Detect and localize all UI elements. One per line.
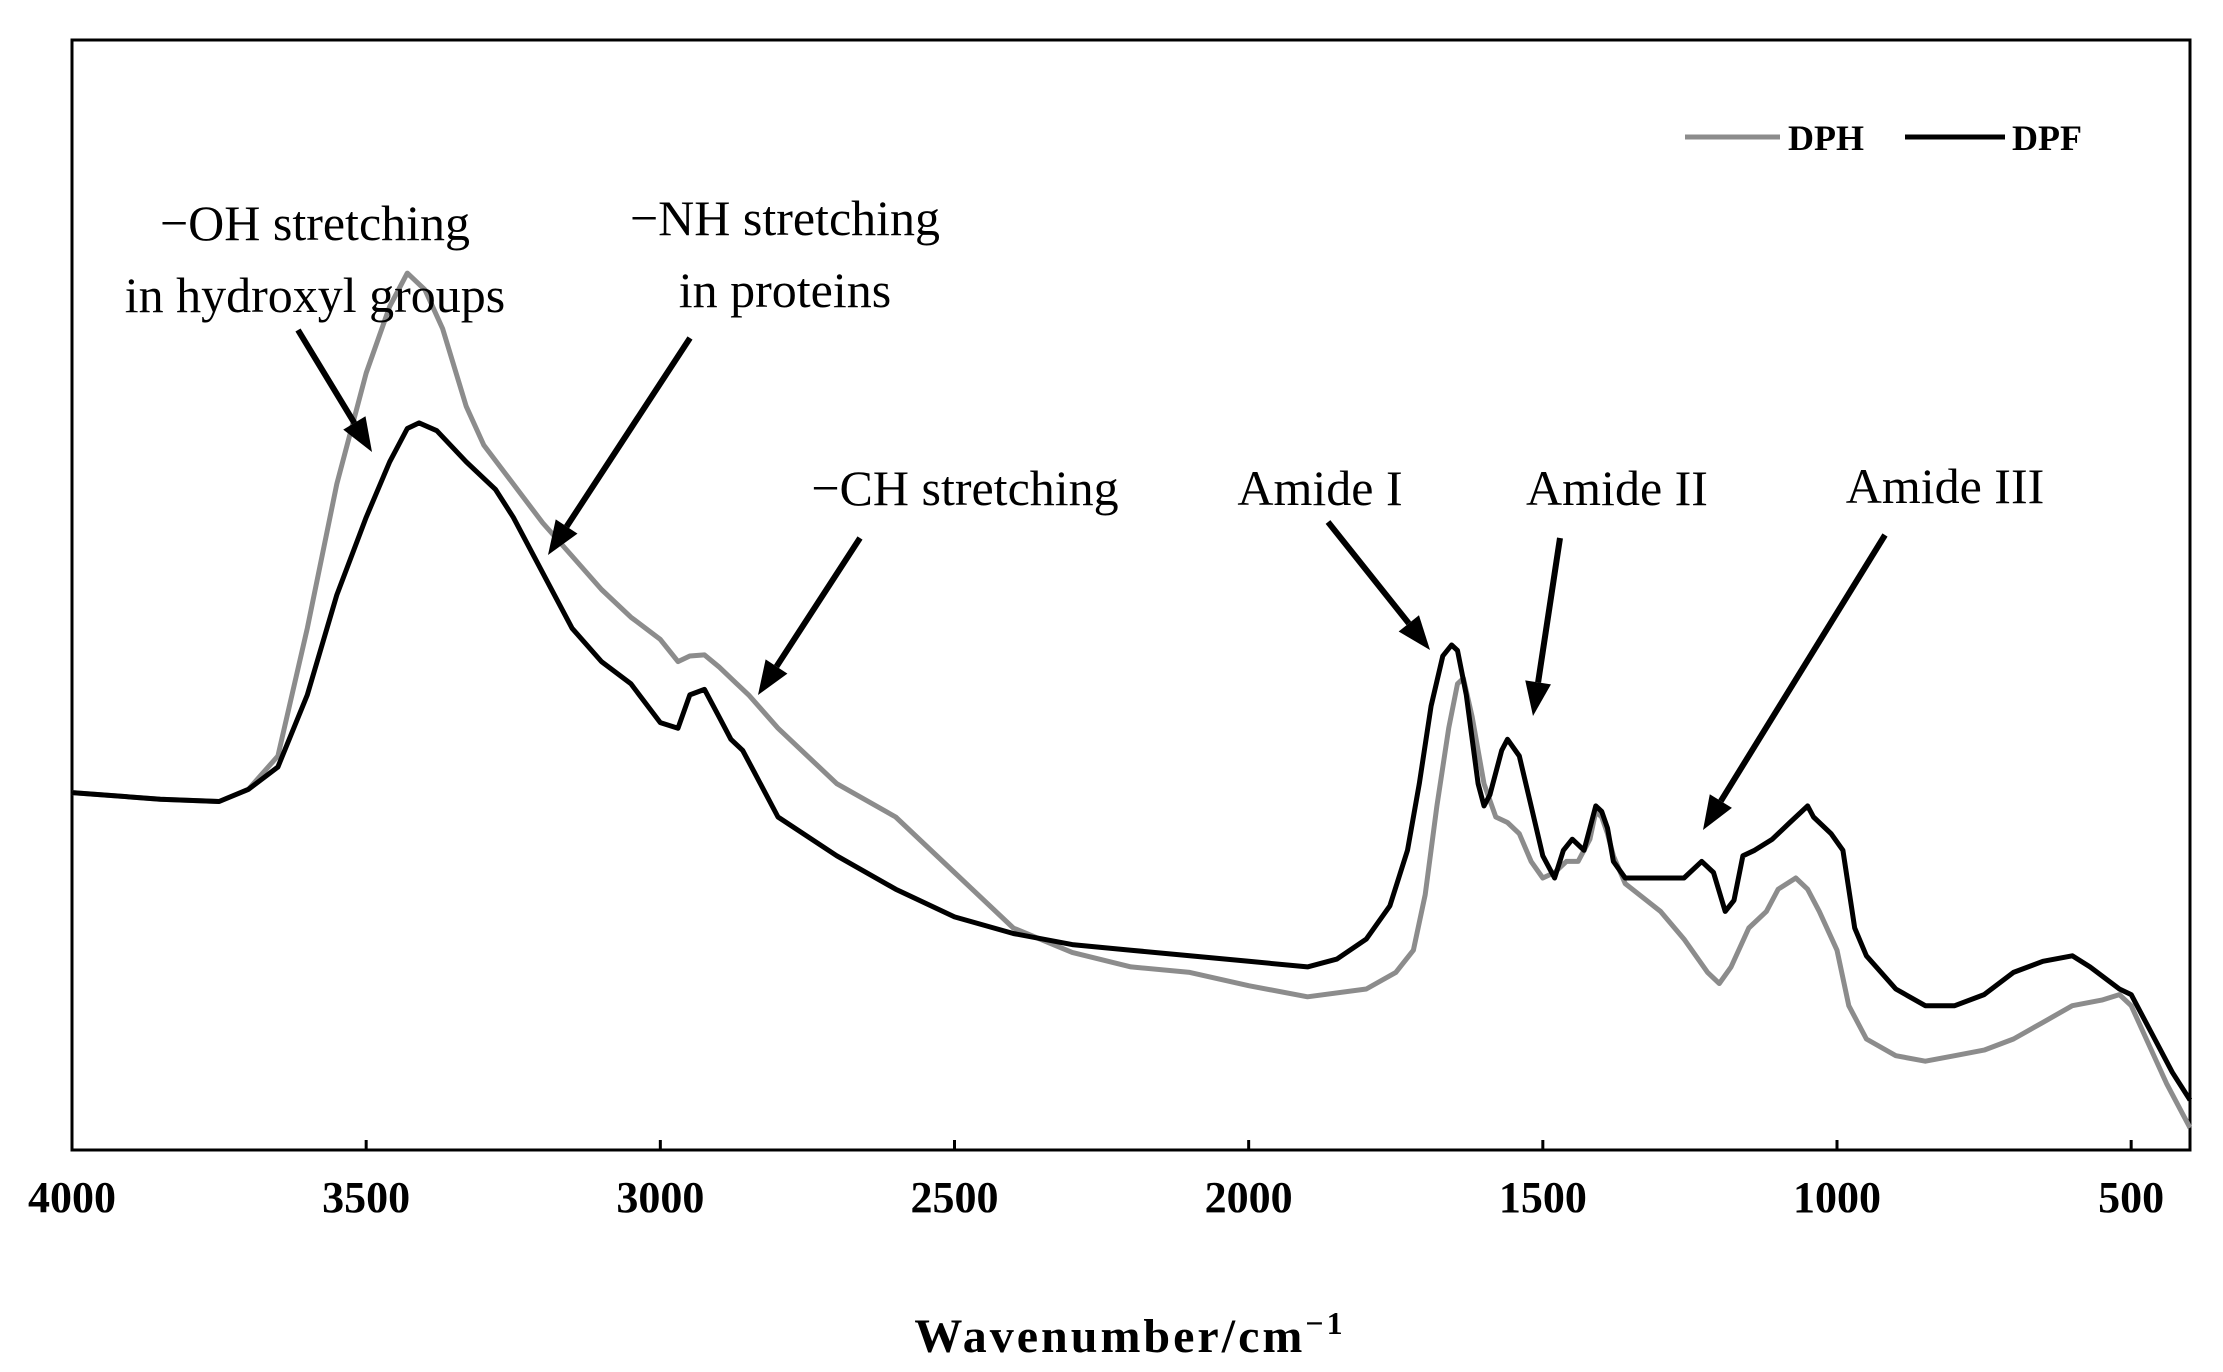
annotation-amide-3: Amide III	[1846, 458, 2045, 514]
plot-frame	[70, 38, 2192, 1152]
annotation-amide-2: Amide II	[1526, 460, 1708, 516]
x-axis-ticks: 4000 3500 3000 2500 2000 1500 1000 500	[28, 1140, 2164, 1222]
annotation-nh-line1: −NH stretching	[630, 190, 940, 246]
annotation-oh: −OH stretching in hydroxyl groups	[125, 195, 506, 323]
x-tick-label-1500: 1500	[1499, 1173, 1587, 1222]
annotation-ch: −CH stretching	[811, 460, 1118, 516]
arrow-nh	[548, 336, 693, 555]
annotation-oh-line2: in hydroxyl groups	[125, 267, 506, 323]
x-axis-title-superscript: −1	[1305, 1305, 1345, 1341]
legend-label-dpf: DPF	[2012, 118, 2082, 158]
legend-label-dph: DPH	[1788, 118, 1864, 158]
arrow-oh-shaft	[295, 328, 357, 425]
annotation-nh-line2: in proteins	[679, 262, 891, 318]
arrow-amide-1	[1325, 520, 1430, 650]
x-tick-label-2000: 2000	[1205, 1173, 1293, 1222]
annotation-arrows	[295, 328, 1888, 830]
arrow-nh-head	[548, 519, 578, 555]
arrow-amide-3	[1703, 533, 1888, 830]
x-tick-label-3000: 3000	[616, 1173, 704, 1222]
x-tick-label-4000: 4000	[28, 1173, 116, 1222]
arrow-amide-1-shaft	[1325, 520, 1412, 626]
arrow-amide-3-head	[1703, 794, 1732, 830]
annotation-oh-line1: −OH stretching	[160, 195, 470, 251]
series-line-dph	[71, 270, 2193, 1129]
annotation-amide-1: Amide I	[1237, 460, 1402, 516]
x-axis-title-text: Wavenumber/cm	[914, 1310, 1305, 1363]
series-line-dpf	[71, 420, 2193, 1102]
x-tick-label-500: 500	[2098, 1173, 2164, 1222]
arrow-nh-shaft	[564, 336, 693, 529]
arrow-oh	[295, 328, 372, 452]
arrow-ch-shaft	[774, 536, 863, 669]
arrow-ch	[758, 536, 863, 695]
annotation-nh: −NH stretching in proteins	[630, 190, 940, 318]
series-layer	[71, 270, 2193, 1129]
x-axis-title: Wavenumber/cm−1	[914, 1305, 1345, 1363]
arrow-ch-head	[758, 659, 788, 695]
x-tick-label-2500: 2500	[911, 1173, 999, 1222]
arrow-amide-2-head	[1525, 680, 1551, 716]
arrow-amide-1-head	[1398, 615, 1430, 650]
arrow-amide-2-shaft	[1535, 537, 1563, 683]
legend: DPH DPF	[1685, 118, 2082, 158]
x-tick-label-3500: 3500	[322, 1173, 410, 1222]
x-tick-label-1000: 1000	[1793, 1173, 1881, 1222]
arrow-amide-3-shaft	[1718, 533, 1888, 803]
arrow-amide-2	[1525, 537, 1563, 716]
arrow-oh-head	[343, 416, 372, 452]
